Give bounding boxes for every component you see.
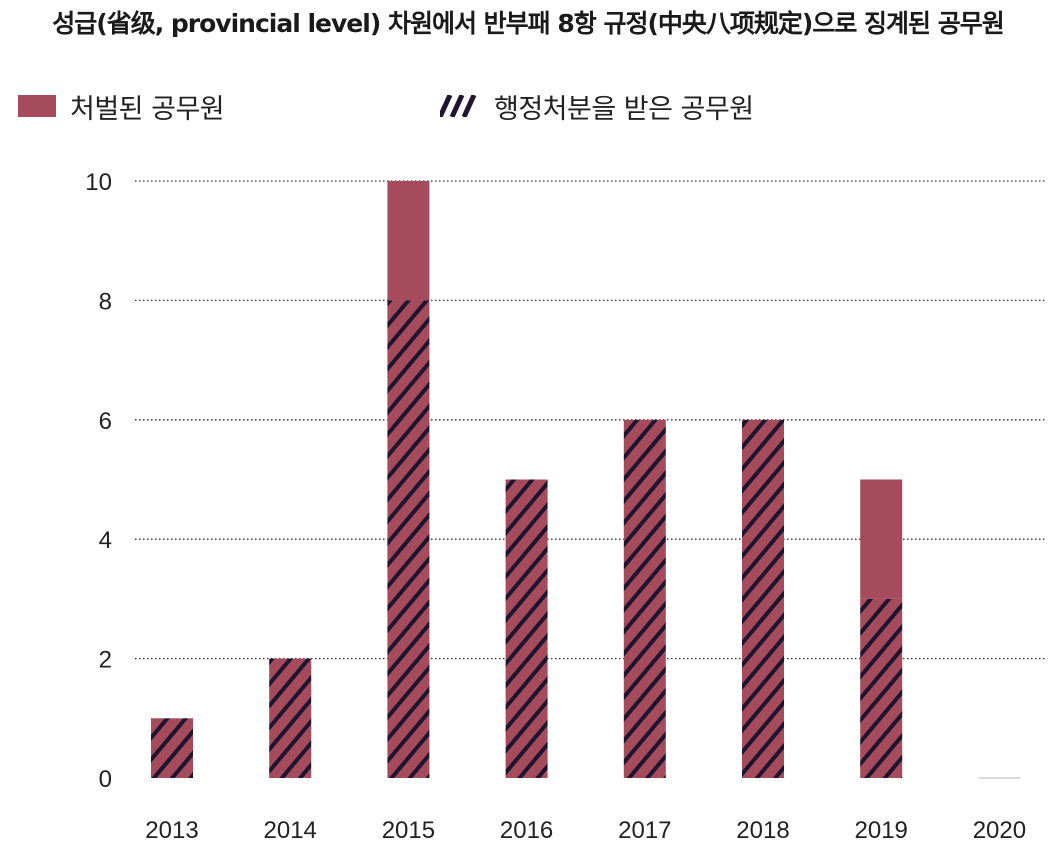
legend-swatch-hatched bbox=[440, 95, 477, 117]
bar-administrative-2013 bbox=[151, 718, 193, 778]
x-tick-label: 2020 bbox=[973, 817, 1026, 844]
legend-label-administrative: 행정처분을 받은 공무원 bbox=[494, 93, 754, 125]
bar-punished-2015 bbox=[387, 181, 430, 301]
bar-administrative-2017 bbox=[623, 419, 666, 778]
y-tick-label: 2 bbox=[99, 647, 112, 674]
legend-swatch-solid bbox=[18, 95, 56, 117]
legend-label-punished: 처벌된 공무원 bbox=[70, 93, 225, 125]
bars bbox=[151, 181, 1021, 779]
x-tick-label: 2015 bbox=[382, 817, 435, 844]
x-tick-label: 2016 bbox=[500, 817, 553, 844]
legend-item-punished: 처벌된 공무원 bbox=[18, 88, 225, 125]
legend-item-administrative: 행정처분을 받은 공무원 bbox=[440, 88, 754, 125]
bar-administrative-2016 bbox=[505, 479, 548, 778]
x-tick-label: 2014 bbox=[264, 817, 317, 844]
x-tick-label: 2013 bbox=[145, 817, 198, 844]
y-tick-label: 8 bbox=[99, 288, 112, 315]
bar-punished-2019 bbox=[860, 479, 903, 599]
axis-labels: 0 2 4 6 8 10 2013 2014 2015 2016 2017 2018 2019 2020 bbox=[85, 169, 1026, 844]
bar-administrative-2019 bbox=[860, 598, 903, 778]
bar-administrative-2018 bbox=[742, 419, 784, 778]
x-tick-label: 2019 bbox=[855, 817, 908, 844]
y-tick-label: 0 bbox=[99, 766, 112, 793]
x-tick-label: 2017 bbox=[618, 817, 671, 844]
bar-administrative-2015 bbox=[387, 300, 430, 778]
y-tick-label: 4 bbox=[99, 527, 112, 554]
bar-administrative-2014 bbox=[269, 658, 312, 778]
y-tick-label: 6 bbox=[99, 408, 112, 435]
x-tick-label: 2018 bbox=[736, 817, 789, 844]
y-tick-label: 10 bbox=[85, 169, 112, 196]
chart-title: 성급(省级, provincial level) 차원에서 반부패 8항 규정(… bbox=[52, 9, 1004, 38]
grid-lines bbox=[135, 180, 1045, 660]
